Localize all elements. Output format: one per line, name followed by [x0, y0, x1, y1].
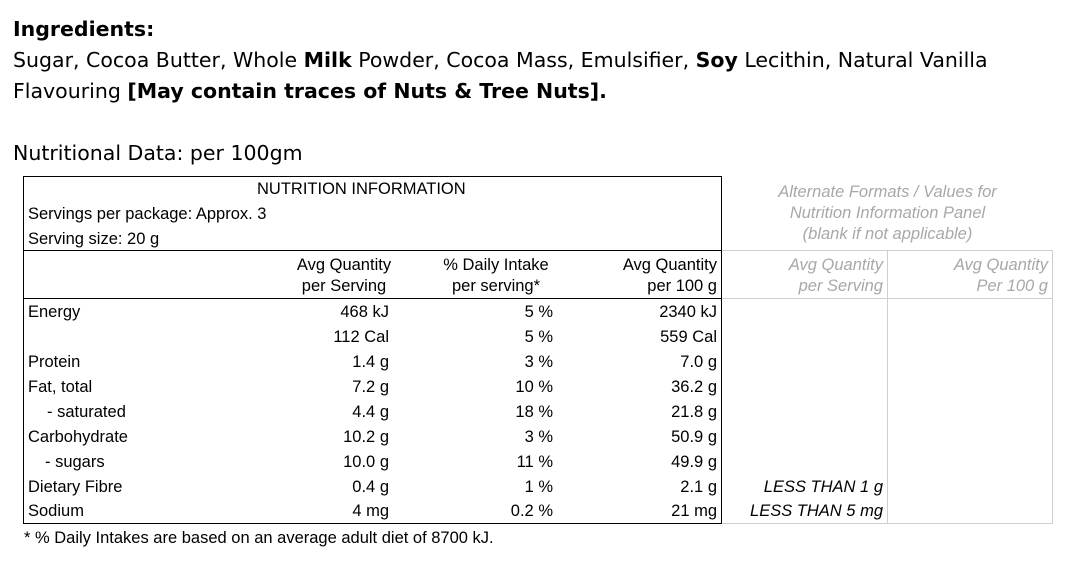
col-header-avg-serving-line2: per Serving [301, 277, 387, 295]
col-header-avg-100g-line2: per 100 g [647, 277, 717, 295]
ingredients-block: Ingredients: Sugar, Cocoa Butter, Whole … [13, 14, 1053, 107]
alt-panel-title-line3: (blank if not applicable) [802, 225, 973, 243]
ingredient-text-segment: Sugar, Cocoa Butter, Whole [13, 48, 304, 72]
alt-value-per-serving: LESS THAN 5 mg [750, 502, 883, 520]
value-daily-intake: 5 % [524, 303, 553, 321]
value-per-100g: 50.9 g [671, 428, 717, 446]
alt-panel-title-line1: Alternate Formats / Values for [778, 183, 997, 201]
value-per-100g: 21 mg [671, 502, 717, 520]
panel-title: NUTRITION INFORMATION [257, 180, 466, 198]
ingredient-text-segment: Milk [303, 48, 352, 72]
value-per-serving: 468 kJ [340, 303, 389, 321]
value-per-100g: 36.2 g [671, 378, 717, 396]
footnote: * % Daily Intakes are based on an averag… [24, 529, 494, 547]
ingredients-line-2: Flavouring [May contain traces of Nuts &… [13, 76, 1053, 107]
alt-panel-title-line2: Nutrition Information Panel [789, 204, 986, 222]
value-per-serving: 4.4 g [352, 403, 389, 421]
value-daily-intake: 1 % [524, 478, 553, 496]
value-per-serving: 10.0 g [343, 453, 389, 471]
col-header-daily-intake-line2: per serving* [451, 277, 541, 295]
ingredient-text-segment: Soy [695, 48, 738, 72]
col-header-avg-100g-line1: Avg Quantity [622, 256, 717, 274]
nutrient-label: Fat, total [28, 378, 93, 396]
nutrient-label: Energy [28, 303, 81, 321]
value-daily-intake: 3 % [524, 428, 553, 446]
alt-col-100g-line1: Avg Quantity [953, 256, 1048, 274]
alt-col-serving-line2: per Serving [798, 277, 883, 295]
servings-per-package: Servings per package: Approx. 3 [28, 205, 267, 223]
alt-col-serving-line1: Avg Quantity [788, 256, 883, 274]
nutrient-label: Protein [28, 353, 81, 371]
value-per-serving: 7.2 g [352, 378, 389, 396]
serving-size: Serving size: 20 g [28, 230, 160, 248]
value-per-100g: 49.9 g [671, 453, 717, 471]
ingredient-text-segment: Lecithin, Natural Vanilla [737, 48, 988, 72]
col-header-avg-serving-line1: Avg Quantity [296, 256, 392, 274]
ingredient-text-segment: Flavouring [13, 79, 128, 103]
value-per-100g: 559 Cal [660, 328, 717, 346]
nutrient-label: Dietary Fibre [28, 478, 123, 496]
value-daily-intake: 5 % [524, 328, 553, 346]
value-per-100g: 2.1 g [680, 478, 717, 496]
value-daily-intake: 3 % [524, 353, 553, 371]
value-per-100g: 7.0 g [680, 353, 717, 371]
value-per-serving: 112 Cal [333, 328, 389, 346]
value-daily-intake: 11 % [516, 453, 553, 471]
nutrient-label: Sodium [28, 502, 84, 520]
ingredients-title: Ingredients: [13, 17, 155, 41]
nutrient-label: Carbohydrate [28, 428, 128, 446]
value-daily-intake: 10 % [515, 378, 553, 396]
nutritional-data-heading: Nutritional Data: per 100gm [13, 141, 303, 165]
value-per-serving: 10.2 g [343, 428, 389, 446]
value-per-serving: 0.4 g [352, 478, 389, 496]
value-per-serving: 1.4 g [352, 353, 389, 371]
value-per-serving: 4 mg [352, 502, 389, 520]
value-daily-intake: 0.2 % [510, 502, 553, 520]
alt-col-100g-line2: Per 100 g [976, 277, 1048, 295]
value-per-100g: 21.8 g [671, 403, 717, 421]
ingredient-text-segment: Powder, Cocoa Mass, Emulsifier, [351, 48, 696, 72]
col-header-daily-intake-line1: % Daily Intake [443, 256, 549, 274]
value-daily-intake: 18 % [515, 403, 553, 421]
ingredients-line-1: Sugar, Cocoa Butter, Whole Milk Powder, … [13, 45, 1053, 76]
nutrient-label: - sugars [45, 453, 105, 471]
nutrition-information-panel: NUTRITION INFORMATION Servings per packa… [23, 176, 1053, 524]
alt-value-per-serving: LESS THAN 1 g [763, 478, 883, 496]
value-per-100g: 2340 kJ [659, 303, 717, 321]
ingredient-text-segment: [May contain traces of Nuts & Tree Nuts]… [127, 79, 607, 103]
nutrient-label: - saturated [47, 403, 126, 421]
